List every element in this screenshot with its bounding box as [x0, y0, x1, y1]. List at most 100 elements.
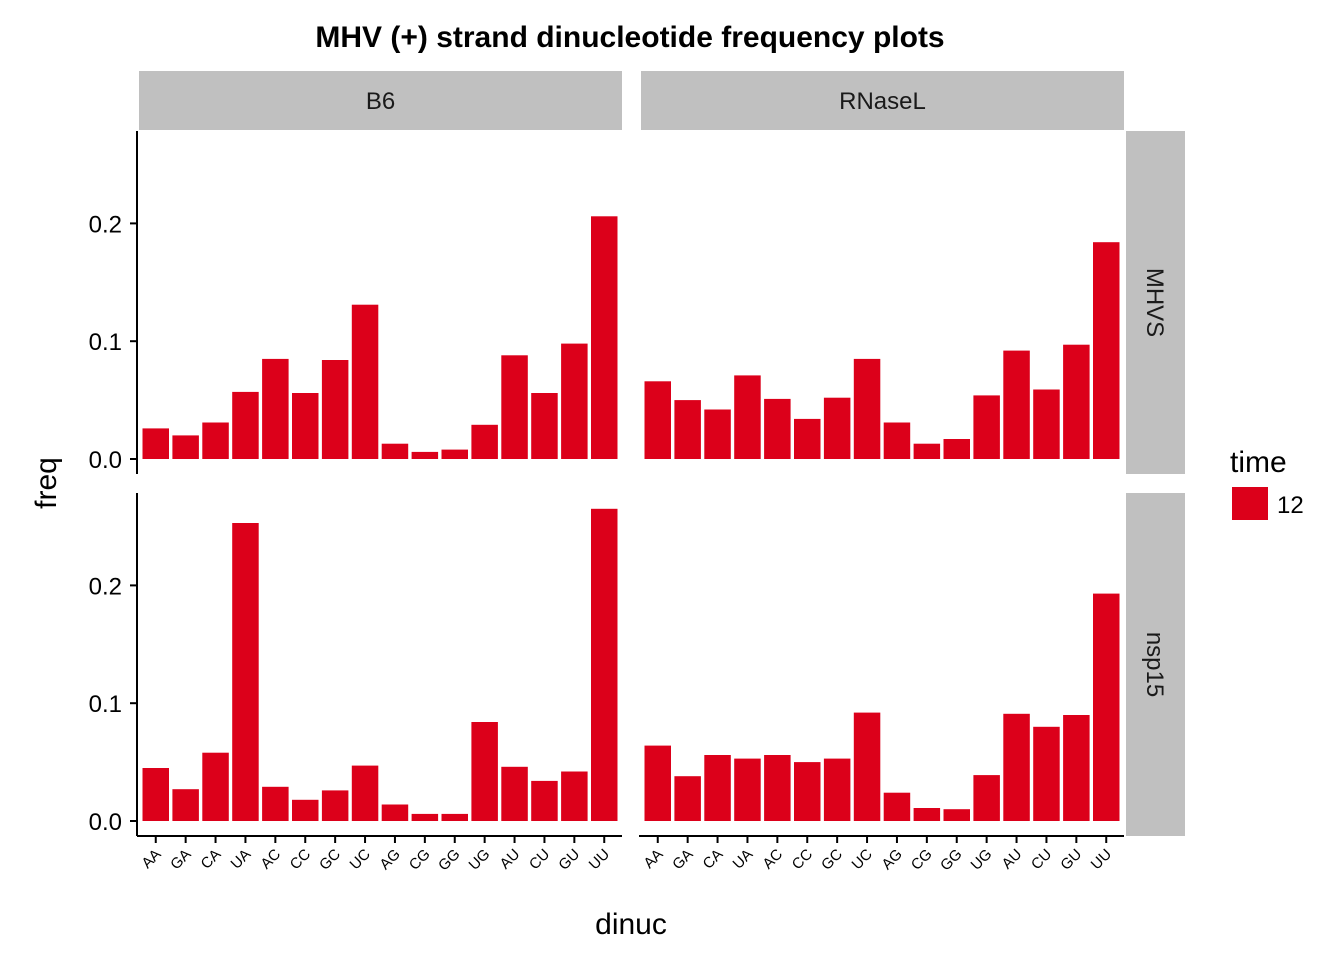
bar-AC [262, 786, 289, 821]
bar-GC [321, 790, 349, 821]
bar-GU [561, 771, 588, 821]
bar-CG [411, 813, 439, 821]
bar-UU [1093, 593, 1120, 821]
bar-AG [381, 443, 409, 459]
panel-B6-nsp15 [142, 508, 618, 821]
legend-key-swatch [1232, 487, 1268, 520]
x-tick-label: AC [759, 846, 786, 873]
bar-CC [794, 762, 821, 821]
bar-CA [202, 752, 229, 821]
bar-AG [883, 422, 911, 459]
bar-AC [764, 755, 791, 821]
strip-col-label: RNaseL [839, 88, 926, 115]
x-tick-label: AG [376, 846, 403, 873]
bar-GU [561, 343, 588, 459]
x-tick-label: AA [640, 846, 666, 872]
x-tick-label: CG [406, 846, 434, 874]
x-tick-label: CG [908, 846, 936, 874]
x-tick-label: UC [849, 846, 876, 873]
bar-UA [232, 391, 259, 459]
bar-UU [591, 216, 618, 459]
x-tick-label: GA [167, 846, 194, 873]
x-tick-label: AC [257, 846, 284, 873]
bar-GA [674, 776, 701, 821]
bar-GC [823, 397, 851, 459]
bar-CC [794, 418, 821, 459]
bar-CA [704, 409, 731, 459]
x-tick-label: UA [730, 846, 757, 873]
bar-UC [853, 358, 881, 459]
bar-GG [943, 809, 970, 821]
panel-RNaseL-MHVS [644, 242, 1120, 459]
x-tick-label: CC [287, 846, 314, 873]
bar-UA [734, 375, 761, 459]
x-tick-label: GC [316, 846, 344, 874]
bar-AU [501, 766, 528, 821]
bar-GU [1063, 344, 1090, 459]
bar-GA [172, 435, 199, 459]
y-tick-label: 0.0 [89, 447, 122, 474]
bar-CC [292, 393, 319, 459]
bar-AA [142, 428, 169, 459]
x-axis-title: dinuc [595, 908, 667, 941]
strip-row-label: MHVS [1141, 268, 1168, 337]
bar-AU [1003, 350, 1030, 459]
x-tick-label: GG [435, 846, 464, 875]
x-tick-label: AU [497, 846, 524, 873]
bar-CG [913, 808, 941, 821]
x-tick-label: GA [669, 846, 696, 873]
bar-CU [531, 780, 558, 821]
bar-UC [351, 765, 379, 821]
strip-row-MHVS [1126, 131, 1185, 474]
chart-title: MHV (+) strand dinucleotide frequency pl… [315, 21, 944, 54]
bar-GC [823, 758, 851, 821]
x-tick-label: CA [198, 846, 225, 873]
bar-AA [644, 381, 671, 459]
y-tick-label: 0.2 [89, 573, 122, 600]
bar-GC [321, 360, 349, 459]
bar-GG [441, 813, 468, 821]
facet-strips: B6 RNaseL MHVS nsp15 [139, 71, 1185, 836]
x-tick-label: GG [937, 846, 966, 875]
bar-CG [411, 451, 439, 459]
bar-AG [883, 792, 911, 821]
panels-group [142, 216, 1120, 821]
bar-AC [262, 358, 289, 459]
bar-CU [531, 393, 558, 459]
bar-AA [644, 745, 671, 821]
y-tick-label: 0.1 [89, 691, 122, 718]
x-tick-label: GC [818, 846, 846, 874]
strip-col-B6 [139, 71, 622, 130]
legend: time 12 [1230, 446, 1304, 520]
bar-CG [913, 443, 941, 459]
bar-GA [172, 789, 199, 821]
y-tick-label: 0.1 [89, 329, 122, 356]
x-tick-label: CU [526, 846, 553, 873]
y-tick-label: 0.0 [89, 809, 122, 836]
bar-CA [704, 755, 731, 821]
x-tick-label: CC [789, 846, 816, 873]
bar-AA [142, 768, 169, 821]
x-tick-label: UG [466, 846, 494, 874]
bar-UG [973, 775, 1000, 821]
x-tick-label: UG [968, 846, 996, 874]
panel-RNaseL-nsp15 [644, 593, 1120, 821]
bar-UC [853, 712, 881, 821]
x-tick-label: GU [1057, 846, 1085, 874]
bar-CU [1033, 726, 1060, 821]
bar-UG [471, 722, 498, 821]
strip-row-label: nsp15 [1141, 632, 1168, 697]
bar-AG [381, 804, 409, 821]
strip-col-RNaseL [641, 71, 1124, 130]
x-tick-label: UC [347, 846, 374, 873]
x-tick-label: AG [878, 846, 905, 873]
x-tick-label: UA [228, 846, 255, 873]
y-axis-title: freq [30, 457, 63, 509]
x-tick-label: AA [138, 846, 164, 872]
x-tick-label: GU [555, 846, 583, 874]
panel-B6-MHVS [142, 216, 618, 459]
bar-UG [973, 395, 1000, 459]
bar-GG [943, 439, 970, 459]
bar-AU [1003, 713, 1030, 821]
